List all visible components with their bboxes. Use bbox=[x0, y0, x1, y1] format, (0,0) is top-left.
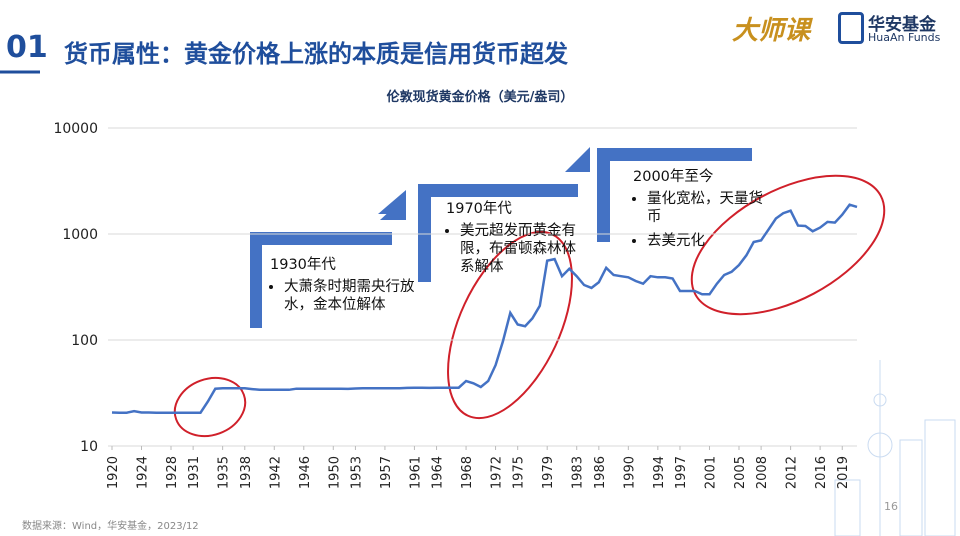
x-tick-label: 1938 bbox=[239, 456, 254, 489]
x-tick-label: 1961 bbox=[408, 456, 423, 489]
x-tick-label: 1994 bbox=[652, 456, 667, 489]
y-tick-label: 1000 bbox=[62, 227, 98, 243]
annotation: 1970年代 美元超发而黄金有限，布雷顿森林体系解体 bbox=[446, 200, 578, 282]
x-tick-label: 1942 bbox=[268, 456, 283, 489]
x-tick-label: 2019 bbox=[836, 456, 851, 489]
x-tick-label: 1928 bbox=[165, 456, 180, 489]
x-tick-label: 1957 bbox=[379, 456, 394, 489]
x-tick-label: 2005 bbox=[733, 456, 748, 489]
logo-cn: 华安基金 bbox=[868, 15, 936, 35]
x-tick-label: 1935 bbox=[217, 456, 232, 489]
x-tick-label: 1997 bbox=[674, 456, 689, 489]
x-tick-label: 1964 bbox=[431, 456, 446, 489]
x-tick-label: 1990 bbox=[622, 456, 637, 489]
x-tick-label: 1950 bbox=[327, 456, 342, 489]
y-tick-label: 10 bbox=[80, 439, 98, 455]
annotation-brackets bbox=[250, 147, 752, 328]
annotation: 2000年至今 量化宽松，天量货币 去美元化 bbox=[633, 168, 773, 256]
page-number: 16 bbox=[884, 500, 898, 513]
y-tick-label: 100 bbox=[71, 333, 98, 349]
section-number: 01 bbox=[6, 30, 48, 65]
x-tick-label: 1920 bbox=[106, 456, 121, 489]
logo-brand: 大师课 bbox=[732, 16, 811, 46]
slide-title: 货币属性：黄金价格上涨的本质是信用货币超发 bbox=[64, 40, 568, 68]
annotation-heading: 1930年代 bbox=[270, 257, 336, 273]
x-tick-label: 1946 bbox=[298, 456, 313, 489]
annotation-heading: 1970年代 bbox=[446, 201, 512, 217]
annotation-bullet: 美元超发而黄金有限，布雷顿森林体系解体 bbox=[460, 222, 578, 276]
x-tick-label: 2001 bbox=[703, 456, 718, 489]
annotation-bullet: 去美元化 bbox=[647, 232, 773, 250]
source-note: 数据来源：Wind，华安基金，2023/12 bbox=[22, 521, 199, 532]
x-tick-label: 1986 bbox=[593, 456, 608, 489]
x-tick-label: 1968 bbox=[460, 456, 475, 489]
x-tick-label: 2012 bbox=[785, 456, 800, 489]
annotation-bullet: 大萧条时期需央行放水，金本位解体 bbox=[284, 278, 420, 314]
x-tick-label: 1972 bbox=[490, 456, 505, 489]
x-tick-label: 1975 bbox=[512, 456, 527, 489]
x-tick-label: 1931 bbox=[187, 456, 202, 489]
x-tick-label: 2016 bbox=[814, 456, 829, 489]
logo-en: HuaAn Funds bbox=[868, 31, 941, 44]
x-tick-label: 2008 bbox=[755, 456, 770, 489]
annotation: 1930年代 大萧条时期需央行放水，金本位解体 bbox=[270, 256, 420, 320]
x-tick-label: 1924 bbox=[136, 456, 151, 489]
logo-icon bbox=[838, 12, 864, 44]
x-tick-label: 1979 bbox=[541, 456, 556, 489]
x-tick-label: 1983 bbox=[571, 456, 586, 489]
y-tick-label: 10000 bbox=[53, 121, 98, 137]
chart-title: 伦敦现货黄金价格（美元/盎司） bbox=[387, 89, 574, 105]
annotation-bullet: 量化宽松，天量货币 bbox=[647, 190, 773, 226]
skyline-decoration bbox=[834, 360, 956, 536]
x-tick-label: 1953 bbox=[349, 456, 364, 489]
price-line bbox=[111, 203, 858, 414]
annotation-heading: 2000年至今 bbox=[633, 169, 714, 185]
